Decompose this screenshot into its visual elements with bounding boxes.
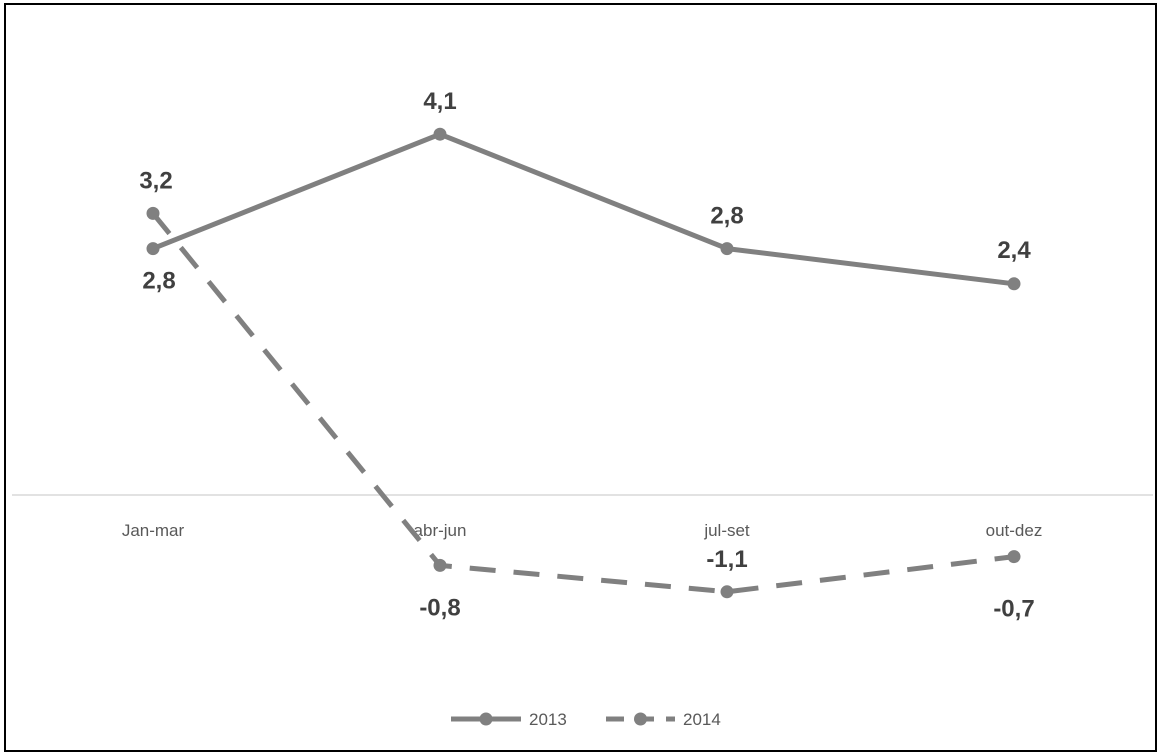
x-tick-label: Jan-mar <box>122 521 185 540</box>
data-label-layer: 2,8 4,1 2,8 2,4 3,2 -0,8 -1,1 -0,7 <box>139 88 1034 622</box>
x-tick-label: abr-jun <box>414 521 467 540</box>
data-point-2013-Jan-mar <box>146 242 160 256</box>
legend-label-2013: 2013 <box>529 710 567 729</box>
data-label-2014-jul-set: -1,1 <box>706 546 747 573</box>
data-point-2014-abr-jun <box>433 558 447 572</box>
data-label-2013-Jan-mar: 2,8 <box>142 268 175 295</box>
data-label-2013-jul-set: 2,8 <box>710 203 743 230</box>
legend-label-2014: 2014 <box>683 710 721 729</box>
data-point-2013-jul-set <box>720 242 734 256</box>
data-point-2014-Jan-mar <box>146 206 160 220</box>
data-point-2014-jul-set <box>720 585 734 599</box>
series-line-2013 <box>152 131 1015 287</box>
chart-frame <box>4 3 1157 752</box>
legend: 2013 2014 <box>451 710 721 729</box>
data-label-2014-Jan-mar: 3,2 <box>139 167 172 194</box>
x-tick-label: out-dez <box>986 521 1043 540</box>
data-label-2013-out-dez: 2,4 <box>997 237 1031 264</box>
data-point-2013-abr-jun <box>433 127 447 141</box>
legend-item-2013: 2013 <box>451 710 567 729</box>
legend-marker-2014 <box>634 712 647 726</box>
series-layer <box>146 127 1021 599</box>
data-label-2014-abr-jun: -0,8 <box>419 594 460 621</box>
data-point-2014-out-dez <box>1007 550 1021 564</box>
data-point-2013-out-dez <box>1007 277 1021 291</box>
legend-marker-2013 <box>479 712 493 726</box>
axis-layer: Jan-mar abr-jun jul-set out-dez <box>12 494 1153 540</box>
series-line-2014 <box>151 211 1015 595</box>
data-label-2014-out-dez: -0,7 <box>993 596 1034 623</box>
x-tick-label: jul-set <box>703 521 750 540</box>
data-label-2013-abr-jun: 4,1 <box>423 88 456 115</box>
legend-item-2014: 2014 <box>606 710 721 729</box>
